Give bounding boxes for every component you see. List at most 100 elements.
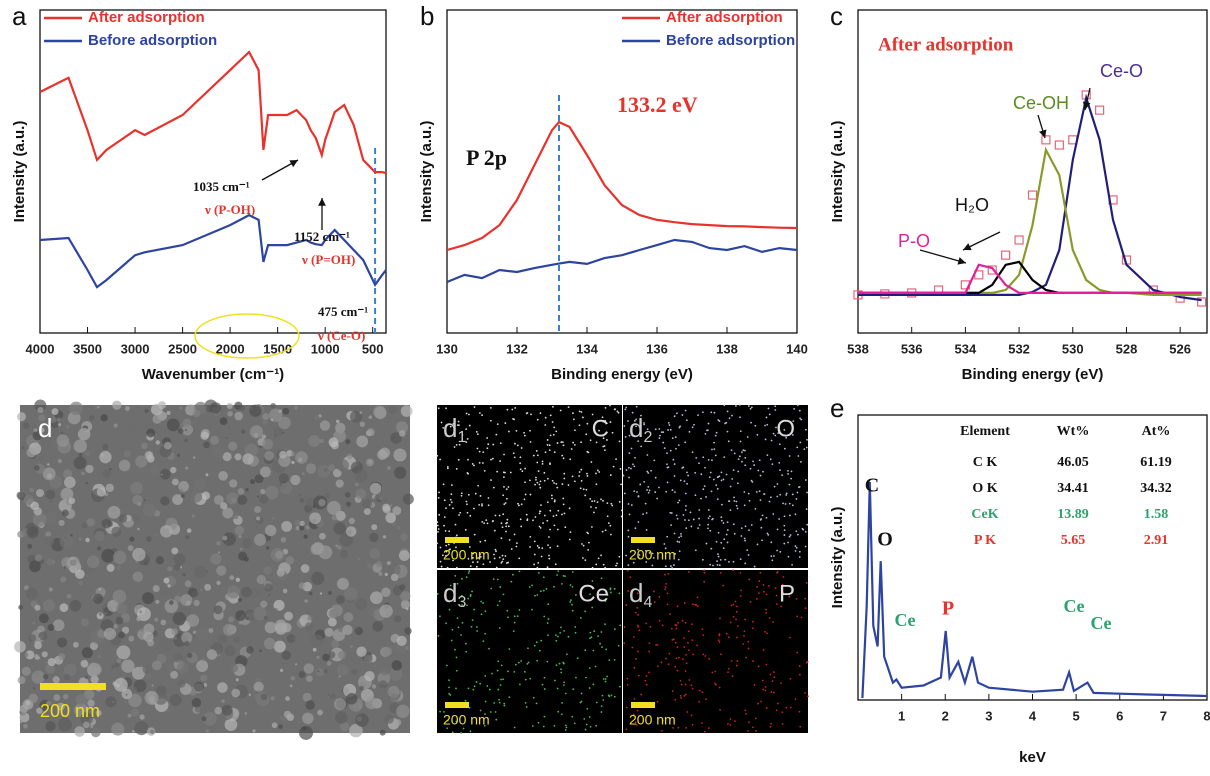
map-dot: [543, 471, 546, 474]
map-dot: [736, 605, 738, 608]
sem-texture: [112, 400, 122, 410]
map-dot: [749, 407, 752, 410]
sem-texture: [190, 490, 203, 503]
map-dot: [557, 710, 560, 713]
sem-texture: [191, 634, 197, 640]
sem-texture: [144, 451, 154, 460]
map-dot: [806, 523, 809, 526]
sem-texture: [141, 442, 148, 450]
map-dot: [538, 649, 541, 652]
map-dot: [448, 504, 451, 506]
map-dot: [791, 563, 793, 566]
map-dot: [721, 503, 723, 506]
sem-texture: [152, 414, 162, 424]
sem-texture: [359, 685, 364, 690]
map-dot: [788, 636, 791, 639]
map-dot: [524, 678, 527, 681]
map-dot: [638, 557, 641, 560]
sem-texture: [143, 499, 146, 502]
map-dot: [673, 475, 676, 477]
sem-texture: [345, 501, 352, 507]
map-dot: [557, 570, 560, 573]
sem-texture: [98, 655, 102, 658]
sem-texture: [393, 448, 407, 462]
map-dot: [444, 530, 447, 532]
sem-texture: [149, 465, 160, 476]
sem-texture: [113, 624, 118, 629]
map-dot: [779, 493, 782, 496]
map-dot: [551, 479, 554, 482]
map-dot: [625, 554, 627, 557]
sem-texture: [100, 414, 108, 422]
sem-texture: [180, 594, 193, 607]
x-tick-label: 3000: [121, 341, 150, 356]
map-dot: [638, 553, 641, 556]
map-dot: [694, 603, 697, 606]
map-dot: [804, 530, 807, 533]
sem-texture: [14, 640, 26, 653]
map-dot: [439, 710, 442, 713]
map-dot: [645, 529, 648, 531]
sem-texture: [302, 692, 312, 702]
scale-label: 200 nm: [629, 712, 676, 728]
map-dot: [722, 547, 725, 550]
map-dot: [451, 731, 454, 734]
sem-texture: [184, 580, 192, 588]
sem-texture: [294, 519, 301, 527]
map-dot: [460, 494, 463, 497]
table-header: Wt%: [1057, 424, 1090, 439]
map-dot: [606, 675, 608, 678]
sem-texture: [307, 615, 313, 621]
sem-texture: [312, 647, 317, 652]
sem-texture: [160, 524, 173, 538]
sem-texture: [347, 453, 353, 460]
map-dot: [477, 557, 479, 559]
sem-texture: [129, 536, 135, 542]
map-dot: [794, 513, 797, 516]
map-dot: [628, 513, 631, 516]
sem-texture: [63, 663, 77, 677]
sem-texture: [280, 537, 287, 543]
sem-texture: [25, 700, 31, 706]
sem-texture: [145, 536, 152, 542]
sem-texture: [154, 617, 159, 622]
sem-texture: [96, 487, 107, 497]
map-dot: [495, 718, 498, 721]
sem-texture: [121, 626, 130, 634]
map-dot: [760, 526, 763, 529]
map-dot: [756, 597, 758, 600]
map-dot: [664, 565, 667, 568]
sem-texture: [382, 535, 387, 539]
map-dot: [455, 546, 457, 549]
sem-texture: [387, 405, 397, 414]
map-dot: [585, 676, 587, 679]
map-dot: [648, 650, 651, 653]
sem-texture: [28, 634, 37, 643]
map-dot: [738, 455, 741, 458]
map-dot: [766, 532, 769, 535]
map-dot: [718, 420, 721, 422]
map-dot: [807, 695, 809, 698]
map-dot: [555, 664, 558, 667]
sem-texture: [118, 459, 131, 472]
map-dot: [624, 408, 627, 411]
sem-texture: [400, 599, 410, 610]
sem-texture: [115, 616, 124, 625]
map-dot: [753, 684, 756, 686]
sem-texture: [73, 439, 87, 453]
map-dot: [504, 422, 507, 424]
sem-texture: [57, 459, 62, 464]
map-dot: [524, 481, 526, 484]
map-dot: [455, 720, 458, 723]
sem-texture: [171, 628, 179, 636]
map-dot: [766, 423, 769, 426]
map-dot: [653, 459, 656, 462]
sem-texture: [87, 699, 95, 707]
sem-texture: [33, 428, 38, 433]
map-dot: [729, 718, 732, 720]
map-dot: [561, 702, 564, 704]
sem-texture: [331, 639, 340, 648]
map-dot: [794, 698, 797, 700]
map-dot: [476, 447, 479, 450]
sem-texture: [19, 720, 23, 724]
